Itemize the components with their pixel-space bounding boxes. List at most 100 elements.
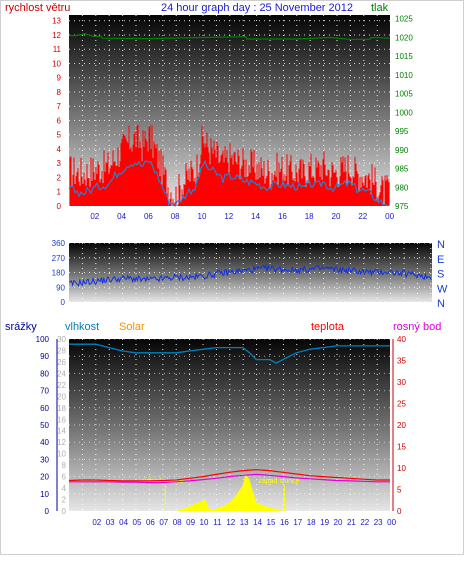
chart3-x-tick: 00	[387, 518, 396, 527]
solar-axis-tick: 30	[57, 335, 66, 344]
chart3-x-tick: 13	[240, 518, 249, 527]
humidity-axis-tick: 0	[45, 507, 50, 516]
humidity-axis-tick: 100	[36, 335, 50, 344]
chart3-x-tick: 02	[92, 518, 101, 527]
humidity-axis-tick: 40	[40, 438, 49, 447]
humidity-axis-tick: 20	[40, 473, 49, 482]
solar-axis-tick: 6	[62, 473, 67, 482]
chart3-x-tick: 22	[360, 518, 369, 527]
solar-axis-tick: 2	[62, 496, 67, 505]
chart1-x-tick: 16	[278, 212, 287, 221]
humidity-axis-tick: 90	[40, 352, 49, 361]
solar-label: Solar	[119, 321, 145, 333]
chart3-x-tick: 18	[307, 518, 316, 527]
wind-axis-tick: 1	[57, 188, 62, 197]
wind-axis-tick: 12	[52, 31, 61, 40]
temperature-axis-tick: 35	[397, 357, 406, 366]
chart3-x-tick: 12	[226, 518, 235, 527]
solar-axis-tick: 26	[57, 358, 66, 367]
temperature-line	[68, 469, 390, 482]
pressure-line	[69, 33, 391, 40]
pressure-axis-tick: 1020	[395, 33, 413, 42]
pressure-axis-tick: 995	[395, 127, 409, 136]
chart3-x-tick: 03	[106, 518, 115, 527]
direction-axis-tick: 180	[52, 269, 66, 278]
temperature-axis-tick: 5	[397, 486, 402, 495]
wind-axis-tick: 6	[57, 116, 62, 125]
dewpoint-line	[69, 473, 390, 484]
pressure-axis-tick: 1015	[395, 52, 413, 61]
humidity-label: vlhkost	[65, 321, 99, 333]
compass-label: S	[437, 269, 444, 281]
humidity-axis-tick: 60	[40, 404, 49, 413]
temperature-label: teplota	[311, 321, 345, 333]
chart1-x-tick: 00	[385, 212, 394, 221]
temperature-axis-tick: 10	[397, 464, 406, 473]
wind-axis-tick: 5	[57, 131, 62, 140]
humidity-line	[69, 343, 390, 364]
wind-direction-line	[68, 263, 432, 287]
wind-axis-tick: 13	[52, 17, 61, 26]
compass-label: N	[437, 239, 445, 251]
direction-axis-tick: 0	[61, 298, 66, 307]
chart3-x-tick: 17	[293, 518, 302, 527]
chart1-x-tick: 04	[117, 212, 126, 221]
solar-axis-tick: 4	[62, 484, 67, 493]
compass-label: W	[437, 283, 448, 295]
compass-label: E	[437, 254, 444, 266]
chart1-x-tick: 22	[358, 212, 367, 221]
pressure-axis-tick: 985	[395, 165, 409, 174]
chart3-x-tick: 20	[334, 518, 343, 527]
wind-axis-tick: 7	[57, 102, 62, 111]
pressure-axis-tick: 1000	[395, 108, 413, 117]
wind-axis-tick: 8	[57, 88, 62, 97]
wind-axis-tick: 10	[52, 59, 61, 68]
temp-humidity-chart: 0102030405060708090100024681012141618202…	[36, 335, 407, 527]
temperature-axis-tick: 20	[397, 421, 406, 430]
humidity-axis-tick: 10	[40, 490, 49, 499]
wind-axis-tick: 11	[53, 45, 62, 54]
chart-title: 24 hour graph day : 25 November 2012	[161, 2, 353, 14]
pressure-axis-tick: 980	[395, 183, 409, 192]
pressure-axis-tick: 990	[395, 146, 409, 155]
pressure-axis-tick: 1010	[395, 71, 413, 80]
wind-axis-tick: 9	[57, 74, 62, 83]
chart3-x-tick: 10	[200, 518, 209, 527]
sunset-label: západ slunce	[258, 478, 299, 485]
wind-axis-tick: 4	[57, 145, 62, 154]
temperature-axis-tick: 15	[397, 443, 406, 452]
chart1-x-tick: 02	[90, 212, 99, 221]
pressure-label: tlak	[371, 2, 389, 14]
chart1-x-tick: 08	[171, 212, 180, 221]
chart3-x-tick: 16	[280, 518, 289, 527]
chart1-x-tick: 14	[251, 212, 260, 221]
humidity-axis-tick: 70	[40, 387, 49, 396]
chart3-x-tick: 15	[267, 518, 276, 527]
chart3-x-tick: 04	[119, 518, 128, 527]
wind-axis-tick: 2	[57, 173, 62, 182]
temperature-axis-tick: 40	[397, 335, 406, 344]
dewpoint-label: rosný bod	[393, 321, 441, 333]
pressure-axis-tick: 1025	[395, 15, 413, 24]
temperature-axis-tick: 25	[397, 400, 406, 409]
chart3-x-tick: 14	[253, 518, 262, 527]
pressure-axis-tick: 1005	[395, 90, 413, 99]
chart3-x-tick: 09	[186, 518, 195, 527]
sunrise-label: východ slunce	[139, 478, 183, 485]
chart1-x-tick: 18	[305, 212, 314, 221]
chart1-x-tick: 20	[332, 212, 341, 221]
solar-axis-tick: 18	[57, 404, 66, 413]
solar-axis-tick: 24	[57, 369, 66, 378]
chart3-x-tick: 23	[374, 518, 383, 527]
wind-average-line	[68, 159, 390, 207]
chart3-x-tick: 07	[159, 518, 168, 527]
humidity-axis-tick: 50	[40, 421, 49, 430]
chart1-x-tick: 12	[224, 212, 233, 221]
chart3-x-tick: 05	[133, 518, 142, 527]
solar-axis-tick: 20	[57, 392, 66, 401]
compass-label: N	[437, 298, 445, 310]
chart1-x-tick: 06	[144, 212, 153, 221]
